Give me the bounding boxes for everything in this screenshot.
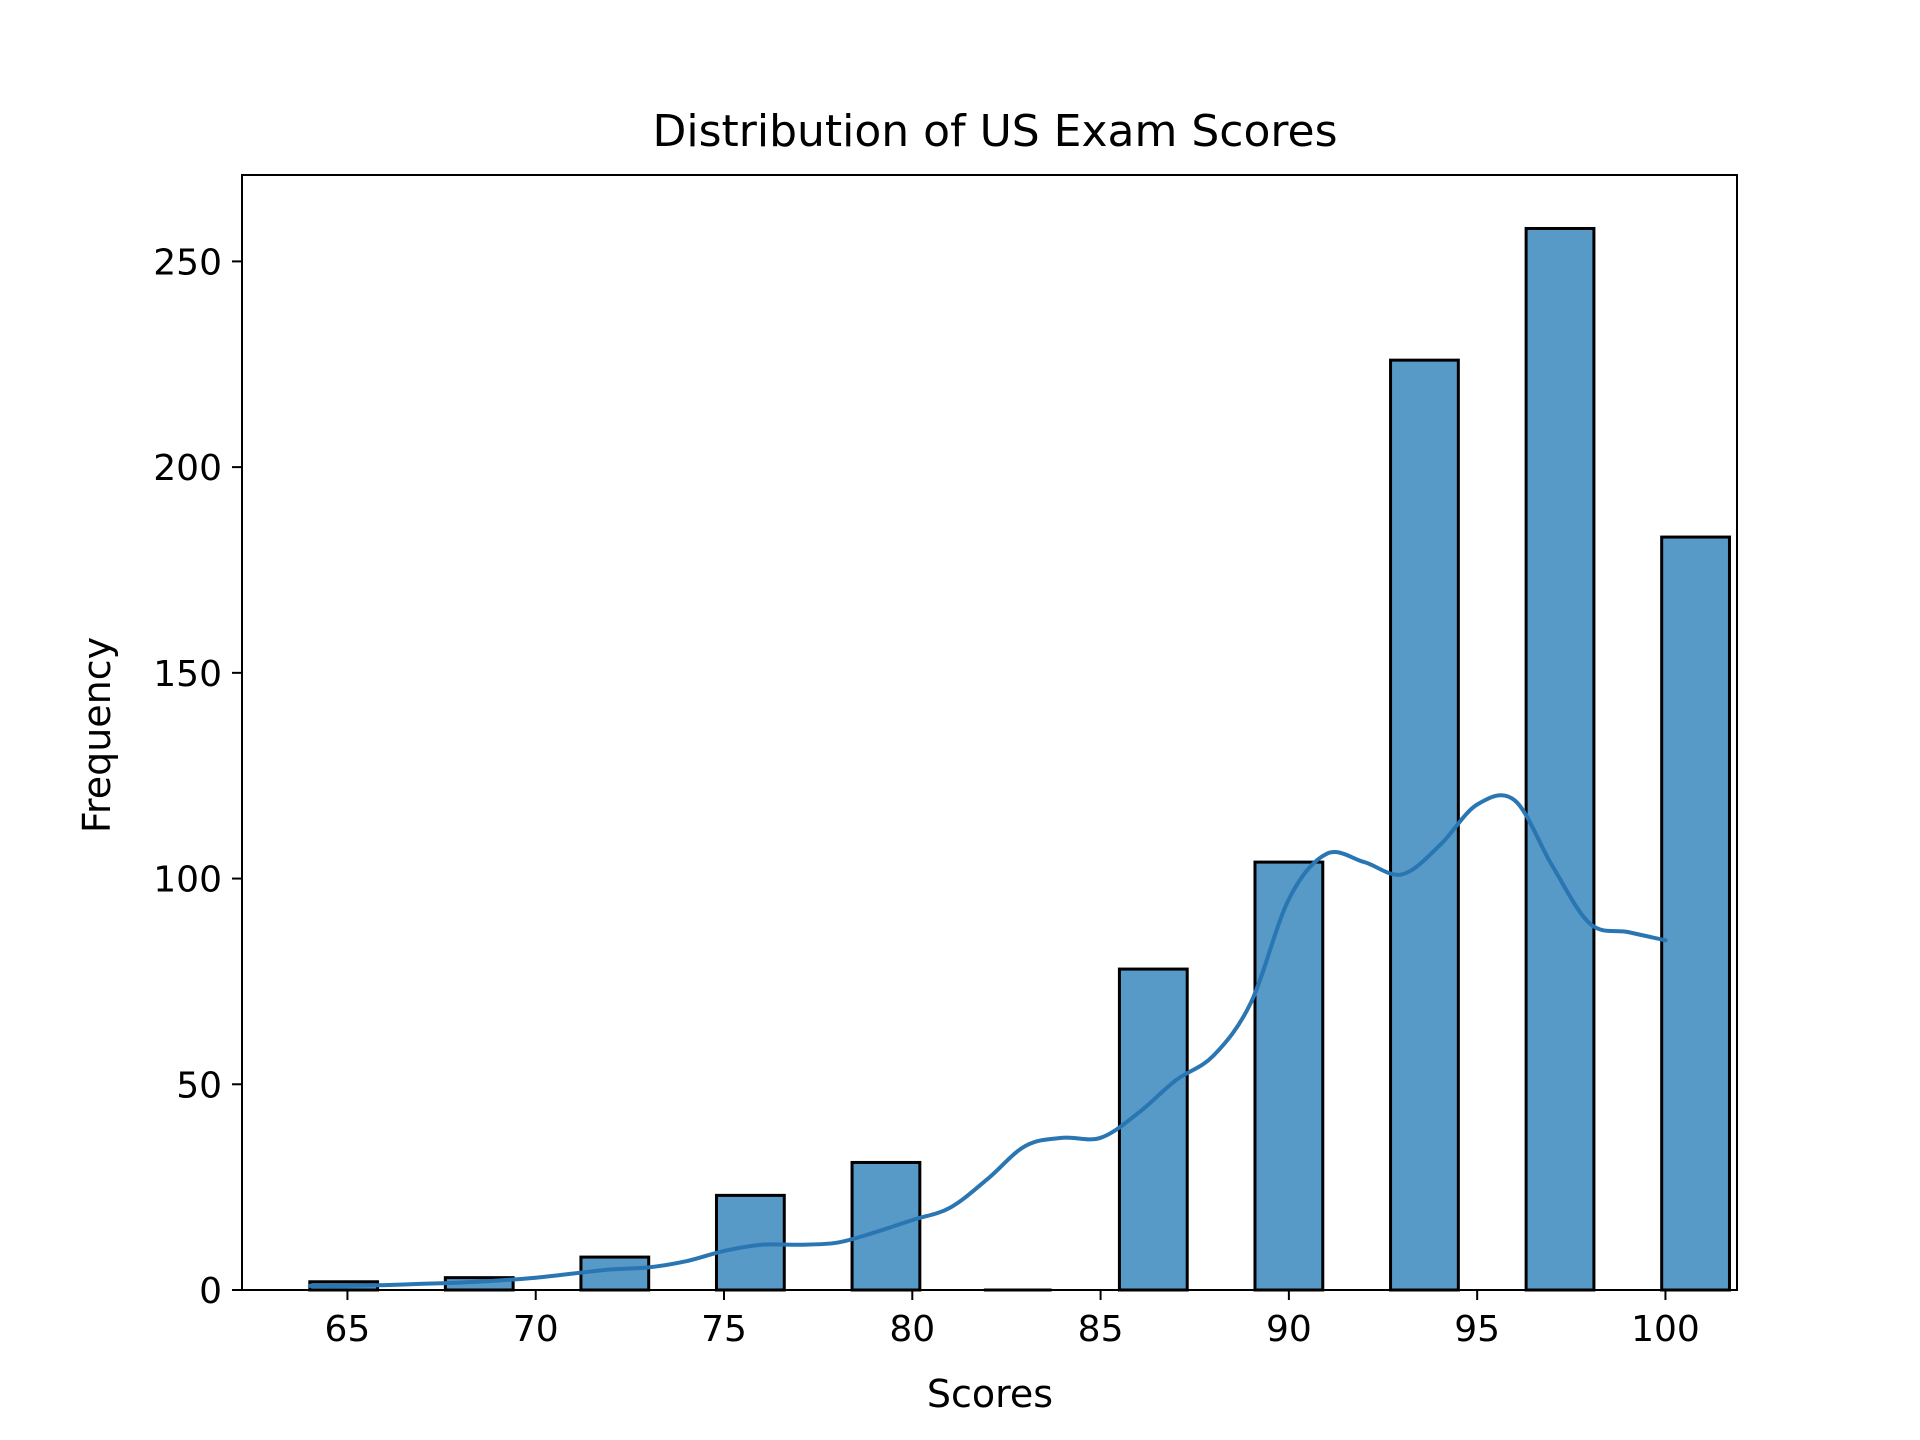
x-tick-label: 65 (325, 1309, 371, 1350)
y-tick-label: 50 (176, 1065, 222, 1106)
y-tick-label: 250 (153, 242, 222, 283)
chart-title: Distribution of US Exam Scores (652, 106, 1337, 157)
plot-frame (241, 174, 1738, 1291)
x-tick-label: 90 (1266, 1309, 1312, 1350)
x-tick-label: 80 (889, 1309, 935, 1350)
y-tick-label: 150 (153, 654, 222, 695)
y-ticks-group: 0 50 100 150 200 250 (153, 242, 242, 1312)
y-tick-label: 200 (153, 448, 222, 489)
x-tick-label: 100 (1631, 1309, 1700, 1350)
y-tick-label: 100 (153, 860, 222, 901)
x-tick-label: 95 (1454, 1309, 1500, 1350)
x-ticks-group: 65 70 75 80 85 90 95 100 (325, 1290, 1700, 1350)
y-tick-label: 0 (199, 1271, 222, 1312)
histogram-bar (1253, 860, 1325, 1292)
histogram-bar (579, 1255, 651, 1292)
histogram-bar (850, 1160, 922, 1292)
histogram-bar (1117, 967, 1189, 1292)
kde-line (307, 793, 1668, 1288)
histogram-bar (1660, 535, 1731, 1292)
x-tick-label: 75 (701, 1309, 747, 1350)
x-axis-label: Scores (927, 1372, 1053, 1416)
histogram-bar (1389, 358, 1460, 1292)
y-axis-label: Frequency (75, 637, 119, 833)
x-tick-label: 85 (1078, 1309, 1124, 1350)
histogram-bar (1524, 226, 1596, 1292)
x-tick-label: 70 (513, 1309, 559, 1350)
